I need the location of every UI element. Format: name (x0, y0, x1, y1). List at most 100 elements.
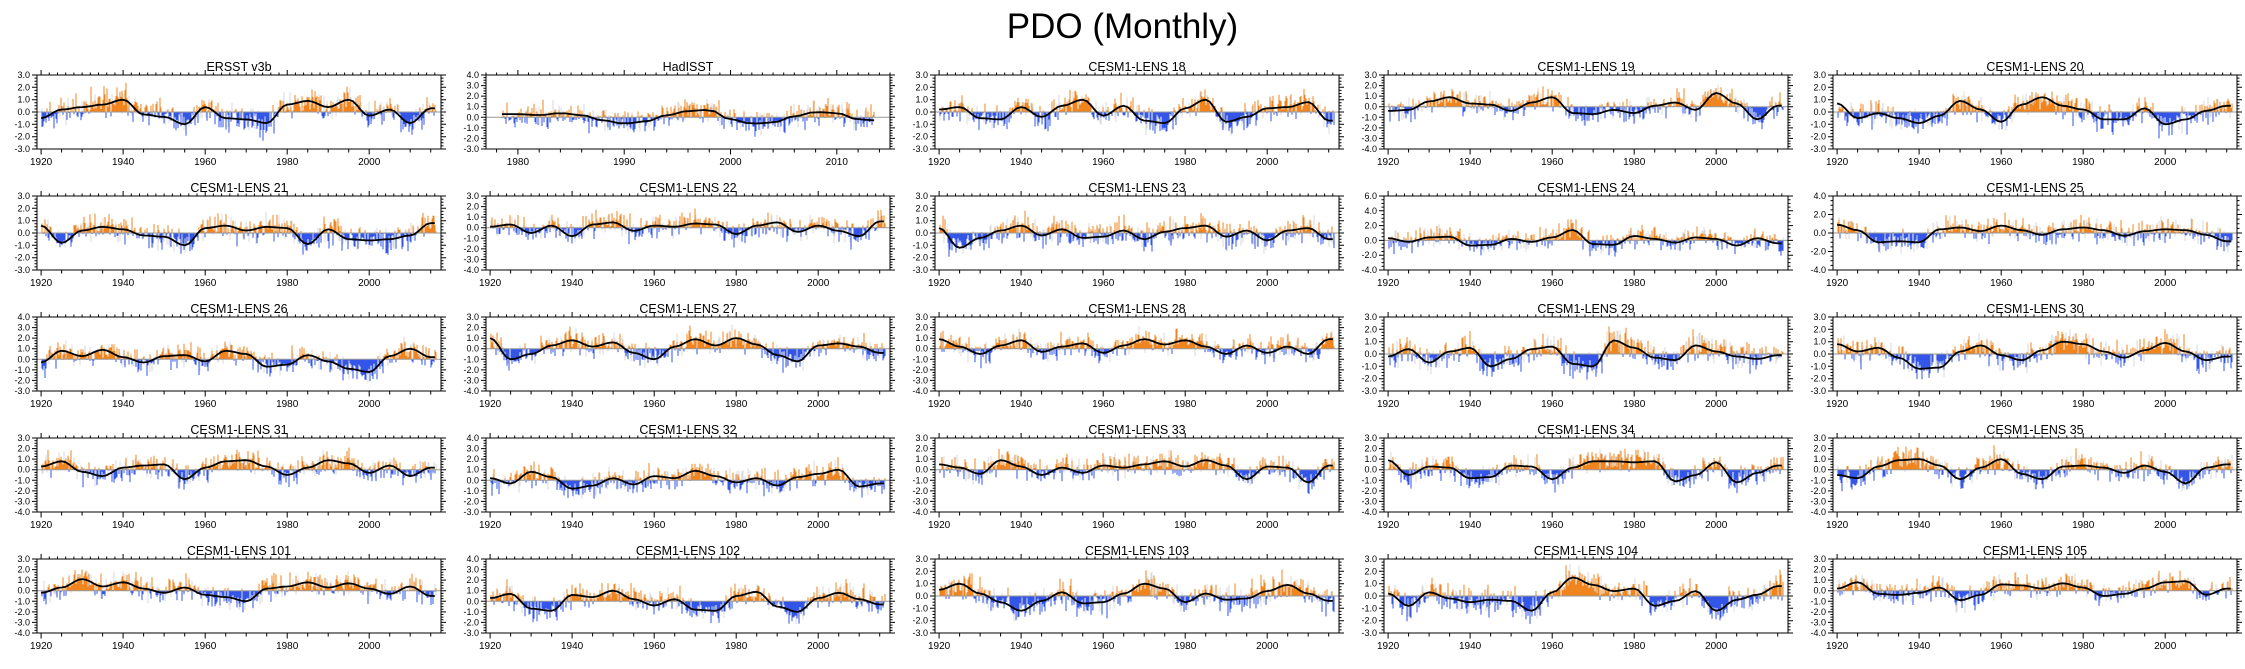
y-tick-label: 3.0 (466, 81, 479, 91)
smoothed-line (1836, 340, 2231, 370)
x-tick-label: 1980 (1174, 641, 1197, 652)
y-tick-label: -1.0 (1810, 475, 1826, 485)
y-tick-label: 3.0 (466, 565, 479, 575)
x-tick-label: 2000 (1256, 641, 1279, 652)
y-tick-label: 0.0 (1364, 349, 1377, 359)
y-tick-label: 2.0 (915, 323, 928, 333)
chart-cesm1-lens-27: CESM1-LENS 27 -4.0-3.0-2.0-1.00.01.02.03.… (463, 302, 895, 410)
y-tick-label: 0.0 (466, 223, 479, 233)
chart-ersst-v3b: ERSST v3b -3.0 -2.0 -1.0 0.0 1.0 2.0 3.0 1920 194… (14, 60, 446, 168)
x-tick-label: 2010 (826, 157, 849, 168)
x-tick-label: 1920 (928, 157, 951, 168)
x-tick-label: 1960 (1092, 520, 1115, 531)
y-tick-label: 0.0 (1364, 102, 1377, 112)
panel-cesm1-lens-22: CESM1-LENS 22 -4.0 -3.0 -2.0 -1.0 0.0 1.0 2.0 3.… (449, 180, 898, 301)
y-tick-label: -4.0 (1810, 628, 1826, 638)
y-tick-label: 3.0 (915, 191, 928, 201)
x-tick-label: 1940 (1010, 278, 1033, 289)
smoothed-line (1837, 458, 2231, 485)
y-tick-label: 0.0 (17, 228, 30, 238)
y-tick-label: 0.0 (1813, 586, 1826, 596)
chart-cesm1-lens-22: CESM1-LENS 22 -4.0-3.0-2.0-1.00.01.02.03.… (463, 181, 895, 289)
panel-cesm1-lens-26: CESM1-LENS 26 -3.0 -2.0 -1.0 0.0 1.0 2.0 3.0 4.0… (0, 301, 449, 422)
y-tick-label: -2.0 (463, 496, 479, 506)
x-tick-label: 1980 (2072, 399, 2095, 410)
x-tick-label: 1980 (507, 157, 530, 168)
positive-bars (1388, 565, 1784, 596)
y-tick-label: 0.0 (1813, 349, 1826, 359)
y-tick-label: -1.0 (1361, 112, 1377, 122)
y-tick-label: 0.0 (915, 107, 928, 117)
panel-cesm1-lens-32: CESM1-LENS 32 -3.0 -2.0 -1.0 0.0 1.0 2.0 3.0 4.0… (449, 422, 898, 543)
y-tick-label: 1.0 (17, 575, 30, 585)
smoothed-line (489, 337, 884, 363)
x-tick-label: 1980 (276, 641, 299, 652)
axis-ticks (32, 70, 446, 155)
y-tick-label: -1.0 (14, 365, 30, 375)
y-tick-label: 2.0 (466, 91, 479, 101)
x-tick-label: 1980 (725, 520, 748, 531)
plot-frame (934, 316, 1340, 392)
chart-cesm1-lens-32: CESM1-LENS 32 -3.0-2.0-1.00.01.02.03.04.0… (463, 423, 895, 531)
x-tick-label: 1920 (1377, 641, 1400, 652)
panel-cesm1-lens-28: CESM1-LENS 28 -4.0 -3.0 -2.0 -1.0 0.0 1.0 2.0 3.… (898, 301, 1347, 422)
y-tick-label: 2.0 (1813, 565, 1826, 575)
panel-title: CESM1-LENS 101 (187, 544, 291, 558)
x-tick-label: 1980 (1174, 520, 1197, 531)
x-tick-label: 1940 (112, 520, 135, 531)
chart-cesm1-lens-102: CESM1-LENS 102 -3.0-2.0-1.00.01.02.03.04.… (463, 544, 895, 652)
panel-cesm1-lens-19: CESM1-LENS 19 -4.0 -3.0 -2.0 -1.0 0.0 1.0 2.0 3.… (1347, 59, 1796, 180)
x-tick-label: 1960 (194, 157, 217, 168)
negative-bars (1837, 590, 2232, 611)
y-tick-label: -3.0 (14, 496, 30, 506)
y-tick-label: 0.0 (466, 112, 479, 122)
x-tick-label: 1960 (1990, 399, 2013, 410)
x-tick-label: 1960 (194, 399, 217, 410)
y-tick-label: 2.0 (17, 444, 30, 454)
x-tick-label: 2000 (1705, 157, 1728, 168)
x-tick-label: 1940 (1010, 641, 1033, 652)
x-tick-label: 1980 (276, 278, 299, 289)
y-tick-label: -2.0 (1810, 374, 1826, 384)
y-tick-label: 1.0 (17, 95, 30, 105)
negative-bars (41, 359, 435, 382)
y-tick-label: 1.0 (1813, 575, 1826, 585)
y-tick-label: -3.0 (463, 375, 479, 385)
panel-hadisst: HadISST -3.0 -2.0 -1.0 0.0 1.0 2.0 3.0 4.0 1980 19… (449, 59, 898, 180)
plot-frame (934, 437, 1340, 513)
positive-bars (41, 447, 437, 470)
x-tick-label: 1960 (1990, 641, 2013, 652)
x-tick-label: 1960 (194, 520, 217, 531)
y-tick-label: -3.0 (14, 144, 30, 154)
x-tick-label: 1940 (561, 278, 584, 289)
y-tick-label: 1.0 (915, 454, 928, 464)
y-tick-label: 4.0 (17, 312, 30, 322)
y-tick-label: -4.0 (1810, 265, 1826, 275)
negative-bars (1388, 240, 1784, 257)
x-tick-label: 2000 (1256, 157, 1279, 168)
y-tick-label: -2.0 (463, 133, 479, 143)
y-tick-label: 3.0 (1813, 554, 1826, 564)
chart-cesm1-lens-30: CESM1-LENS 30 -3.0 -2.0 -1.0 0.0 1.0 2.0 3.0 192… (1810, 302, 2242, 410)
positive-bars (1388, 326, 1784, 354)
y-tick-label: -3.0 (912, 375, 928, 385)
smoothed-line (1387, 459, 1782, 484)
y-tick-label: -4.0 (463, 265, 479, 275)
y-tick-label: -1.0 (14, 119, 30, 129)
y-tick-label: -4.0 (1361, 507, 1377, 517)
x-tick-label: 2000 (2154, 157, 2177, 168)
y-tick-label: 3.0 (1364, 70, 1377, 80)
y-tick-label: -4.0 (1361, 265, 1377, 275)
y-tick-label: -2.0 (14, 375, 30, 385)
smoothed-line (1388, 92, 1782, 121)
y-tick-label: -2.0 (1361, 250, 1377, 260)
panel-title: CESM1-LENS 23 (1088, 181, 1185, 195)
y-tick-label: -3.0 (1361, 386, 1377, 396)
positive-bars (1389, 219, 1778, 241)
y-tick-label: -1.0 (14, 240, 30, 250)
x-tick-label: 1940 (1010, 157, 1033, 168)
panel-cesm1-lens-104: CESM1-LENS 104 -3.0 -2.0 -1.0 0.0 1.0 2.0 3.0 19… (1347, 543, 1796, 664)
x-tick-label: 1980 (725, 641, 748, 652)
plot-frame (485, 316, 891, 392)
smoothed-line (938, 224, 1333, 249)
